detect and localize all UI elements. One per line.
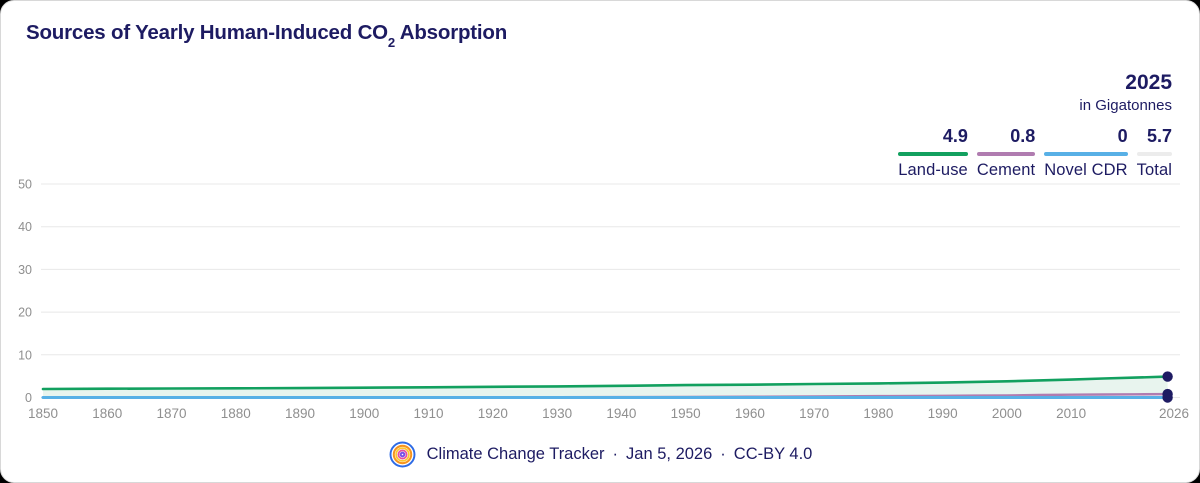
legend-year: 2025 <box>1125 71 1172 94</box>
x-axis-tick-label: 1880 <box>221 406 251 421</box>
x-axis-tick-label: 2000 <box>992 406 1022 421</box>
x-axis-tick-label: 2010 <box>1056 406 1086 421</box>
legend-label-land-use: Land-use <box>898 161 968 180</box>
x-axis-tick-label: 1890 <box>285 406 315 421</box>
x-axis-tick-label: 1940 <box>606 406 636 421</box>
x-axis-tick-label: 1920 <box>478 406 508 421</box>
legend-item-land-use: 4.9 Land-use <box>898 126 968 180</box>
x-axis-tick-label: 1960 <box>735 406 765 421</box>
legend-value-total: 5.7 <box>1146 126 1172 147</box>
footer-text: Climate Change Tracker · Jan 5, 2026 · C… <box>427 445 813 464</box>
y-axis-tick-label: 30 <box>18 263 32 277</box>
x-axis-tick-label: 1950 <box>671 406 701 421</box>
y-axis-tick-label: 50 <box>18 178 32 192</box>
x-axis-tick-label: 1990 <box>928 406 958 421</box>
footer-date: Jan 5, 2026 <box>626 445 713 463</box>
legend-value-novel-cdr: 0 <box>1117 126 1128 147</box>
x-axis-tick-label: 1860 <box>92 406 122 421</box>
x-axis-tick-label: 1970 <box>799 406 829 421</box>
y-axis-tick-label: 0 <box>25 391 32 405</box>
legend-swatch-novel-cdr <box>1044 152 1128 157</box>
legend-item-total: 5.7 Total <box>1136 126 1172 180</box>
footer-license: CC-BY 4.0 <box>733 445 813 463</box>
legend-label-total: Total <box>1136 161 1172 180</box>
legend-swatch-cement <box>976 152 1036 157</box>
legend-row: 4.9 Land-use 0.8 Cement 0 Novel CDR 5.7 … <box>898 126 1172 180</box>
legend-swatch-total <box>1136 152 1172 157</box>
y-axis-tick-label: 20 <box>18 306 32 320</box>
y-axis-tick-label: 40 <box>18 220 32 234</box>
x-axis-tick-label: 1870 <box>156 406 186 421</box>
legend-item-novel-cdr: 0 Novel CDR <box>1044 126 1128 180</box>
climate-change-tracker-logo-icon <box>389 441 416 468</box>
x-axis-tick-label: 2026 <box>1159 406 1189 421</box>
y-axis-tick-label: 10 <box>18 348 32 362</box>
legend-value-cement: 0.8 <box>1010 126 1036 147</box>
logo-ring <box>394 447 410 462</box>
series-end-dot-novel-cdr <box>1162 392 1173 403</box>
footer-attribution[interactable]: Climate Change Tracker · Jan 5, 2026 · C… <box>1 440 1199 469</box>
footer-separator: · <box>612 445 619 463</box>
legend-value-land-use: 4.9 <box>942 126 968 147</box>
series-end-dot-land-use <box>1162 371 1173 382</box>
legend-swatch-land-use <box>898 152 968 157</box>
x-axis-tick-label: 1930 <box>542 406 572 421</box>
x-axis-tick-label: 1910 <box>414 406 444 421</box>
legend-label-novel-cdr: Novel CDR <box>1044 161 1128 180</box>
legend-panel: 2025 in Gigatonnes 4.9 Land-use 0.8 Ceme… <box>898 71 1172 180</box>
x-axis-tick-label: 1850 <box>28 406 58 421</box>
logo-ring <box>392 444 412 465</box>
series-line-land-use <box>41 375 1169 391</box>
logo-ring <box>399 451 406 458</box>
legend-unit: in Gigatonnes <box>1079 97 1172 115</box>
x-axis-tick-label: 1980 <box>863 406 893 421</box>
x-axis-tick-label: 1900 <box>349 406 379 421</box>
footer-separator: · <box>720 445 726 463</box>
legend-label-cement: Cement <box>976 161 1036 180</box>
logo-ring <box>397 449 408 460</box>
legend-item-cement: 0.8 Cement <box>976 126 1036 180</box>
logo-ring <box>389 441 416 468</box>
page-title: Sources of Yearly Human-Induced CO2 Abso… <box>26 21 508 51</box>
footer-source: Climate Change Tracker <box>426 445 605 463</box>
co2-subscript: 2 <box>387 35 396 51</box>
